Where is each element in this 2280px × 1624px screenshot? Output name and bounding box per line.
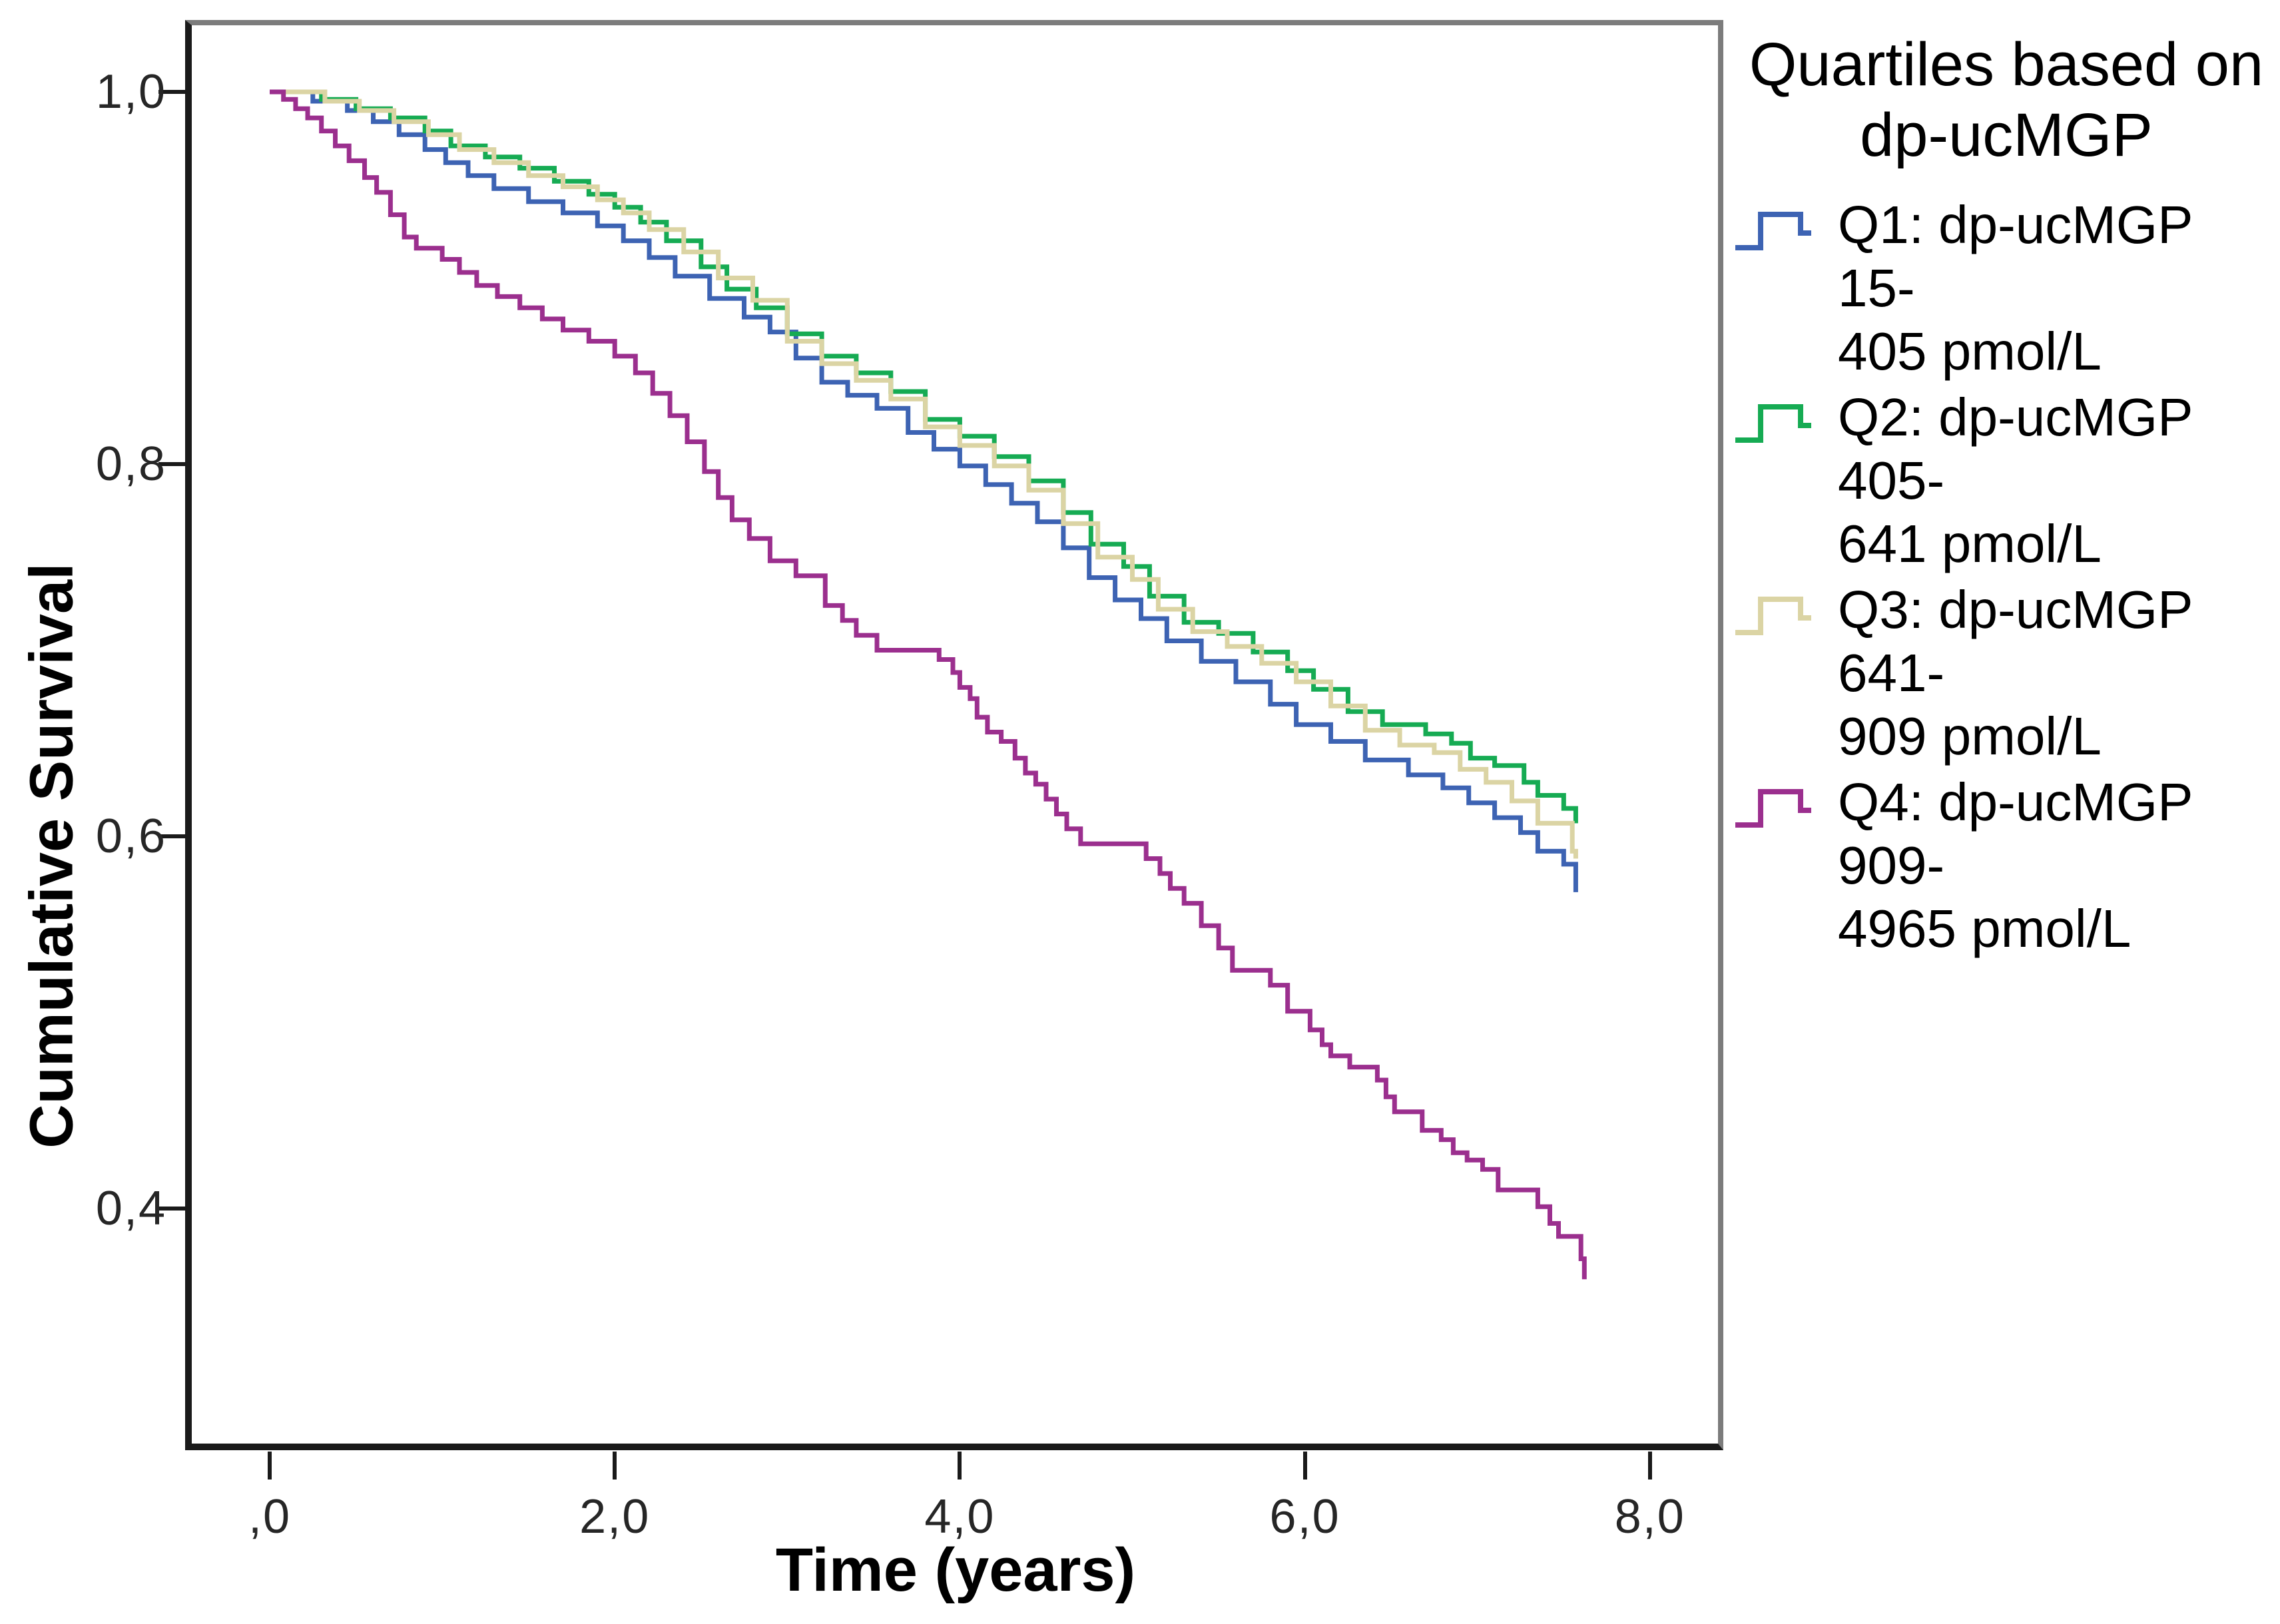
legend-step-marker-icon bbox=[1735, 212, 1811, 250]
legend-item: Q4: dp-ucMGP 909- 4965 pmol/L bbox=[1734, 770, 2279, 960]
y-tick-mark bbox=[158, 834, 186, 838]
x-tick-label: 8,0 bbox=[1614, 1490, 1685, 1543]
legend-step-marker-path bbox=[1735, 212, 1811, 250]
x-tick-label: 4,0 bbox=[924, 1490, 996, 1543]
legend-item-label: Q4: dp-ucMGP 909- 4965 pmol/L bbox=[1838, 772, 2193, 958]
y-tick-label: 0,8 bbox=[95, 437, 166, 491]
legend-item-list: Q1: dp-ucMGP 15- 405 pmol/L Q2: dp-ucMGP … bbox=[1734, 193, 2279, 960]
x-axis-title: Time (years) bbox=[775, 1536, 1136, 1604]
y-tick-label: 0,6 bbox=[95, 810, 166, 863]
x-tick-mark bbox=[268, 1452, 272, 1480]
legend-item-label: Q1: dp-ucMGP 15- 405 pmol/L bbox=[1838, 195, 2193, 381]
legend-title: Quartiles based on dp-ucMGP bbox=[1749, 31, 2264, 169]
x-tick-mark bbox=[613, 1452, 617, 1480]
legend: Quartiles based on dp-ucMGP Q1: dp-ucMGP… bbox=[1734, 29, 2279, 963]
legend-step-marker-icon bbox=[1735, 597, 1811, 635]
legend-item-label: Q2: dp-ucMGP 405- 641 pmol/L bbox=[1838, 388, 2193, 573]
x-tick-mark bbox=[1302, 1452, 1307, 1480]
legend-item: Q2: dp-ucMGP 405- 641 pmol/L bbox=[1734, 386, 2279, 575]
x-tick-label: 6,0 bbox=[1269, 1490, 1340, 1543]
y-tick-mark bbox=[158, 90, 186, 94]
legend-step-marker-path bbox=[1735, 789, 1811, 828]
legend-item-label: Q3: dp-ucMGP 641- 909 pmol/L bbox=[1838, 580, 2193, 766]
legend-item: Q1: dp-ucMGP 15- 405 pmol/L bbox=[1734, 193, 2279, 383]
survival-curve bbox=[270, 89, 1587, 1280]
y-axis-title: Cumulative Survival bbox=[17, 563, 86, 1149]
legend-step-marker-path bbox=[1735, 597, 1811, 635]
x-tick-mark bbox=[958, 1452, 962, 1480]
legend-step-marker-icon bbox=[1735, 789, 1811, 828]
survival-curves-canvas bbox=[270, 89, 1587, 1280]
legend-step-marker-icon bbox=[1735, 404, 1811, 443]
survival-curve bbox=[270, 89, 1578, 859]
x-tick-label: 2,0 bbox=[579, 1490, 651, 1543]
legend-item: Q3: dp-ucMGP 641- 909 pmol/L bbox=[1734, 578, 2279, 768]
y-tick-label: 1,0 bbox=[95, 65, 166, 119]
y-tick-mark bbox=[158, 1207, 186, 1211]
survival-curve bbox=[270, 89, 1578, 892]
x-tick-mark bbox=[1647, 1452, 1652, 1480]
y-tick-label: 0,4 bbox=[95, 1182, 166, 1235]
survival-curve bbox=[270, 89, 1578, 824]
legend-step-marker-path bbox=[1735, 404, 1811, 443]
y-tick-mark bbox=[158, 462, 186, 466]
x-tick-label: ,0 bbox=[248, 1490, 292, 1543]
